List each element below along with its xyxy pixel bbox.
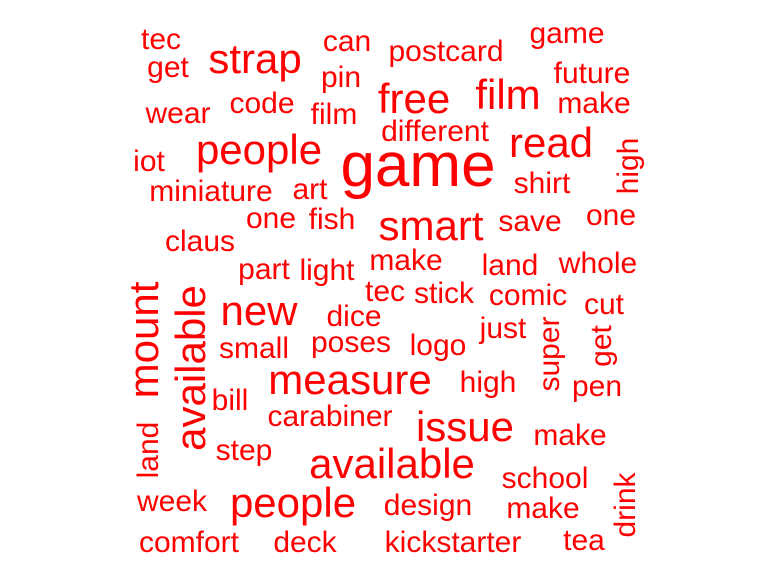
word: code	[229, 87, 295, 120]
word: iot	[133, 145, 165, 178]
word: step	[215, 434, 273, 467]
word: read	[508, 119, 594, 166]
word: small	[218, 332, 290, 365]
word: tec	[140, 23, 182, 56]
word: people	[195, 126, 323, 173]
word: can	[322, 25, 372, 58]
word: get	[147, 51, 189, 84]
word: free	[377, 75, 451, 122]
word: kickstarter	[384, 526, 522, 559]
word: school	[501, 462, 589, 495]
word: super	[533, 316, 566, 392]
word: comic	[488, 279, 568, 312]
word: cut	[583, 288, 625, 321]
word: future	[553, 57, 631, 90]
word: save	[498, 205, 562, 238]
word: postcard	[388, 35, 504, 68]
word: part	[238, 253, 290, 286]
word: one	[585, 199, 637, 232]
word: high	[459, 366, 517, 399]
word: pen	[571, 370, 623, 403]
word: comfort	[138, 526, 240, 559]
word: make	[557, 87, 631, 120]
word: drink	[609, 472, 642, 538]
word: film	[475, 71, 541, 118]
word: deck	[273, 526, 337, 559]
word: light	[299, 254, 355, 287]
word: miniature	[149, 175, 273, 208]
word: land	[481, 249, 539, 282]
word: make	[533, 419, 607, 452]
word: make	[369, 244, 443, 277]
word: game	[529, 17, 605, 50]
word: claus	[164, 225, 236, 258]
word: poses	[310, 326, 392, 359]
word: dice	[326, 300, 382, 333]
word: get	[585, 325, 618, 367]
word: tea	[563, 524, 605, 557]
word: one	[245, 202, 297, 235]
word: smart	[378, 202, 484, 249]
word: available	[309, 440, 475, 487]
word: just	[479, 312, 527, 345]
word: stick	[414, 277, 474, 310]
word: carabiner	[267, 400, 393, 433]
word: bill	[211, 384, 249, 417]
word: make	[506, 492, 580, 525]
word: available	[167, 285, 214, 451]
word: logo	[409, 329, 467, 362]
word: design	[383, 489, 473, 522]
word: wear	[145, 97, 211, 130]
word: people	[229, 479, 357, 526]
word: measure	[268, 356, 432, 403]
word: fish	[308, 203, 356, 236]
word: art	[292, 173, 328, 206]
word: film	[310, 98, 358, 131]
word: tec	[364, 275, 406, 308]
word: new	[220, 287, 298, 334]
word: game	[340, 131, 496, 200]
word: different	[381, 115, 489, 148]
word: week	[136, 485, 208, 518]
word: pin	[320, 61, 362, 94]
word: shirt	[513, 167, 571, 200]
word: strap	[208, 35, 302, 82]
word: high	[612, 137, 645, 195]
word: issue	[415, 403, 515, 450]
word: mount	[120, 281, 167, 399]
word: land	[132, 421, 165, 479]
word: whole	[558, 247, 638, 280]
